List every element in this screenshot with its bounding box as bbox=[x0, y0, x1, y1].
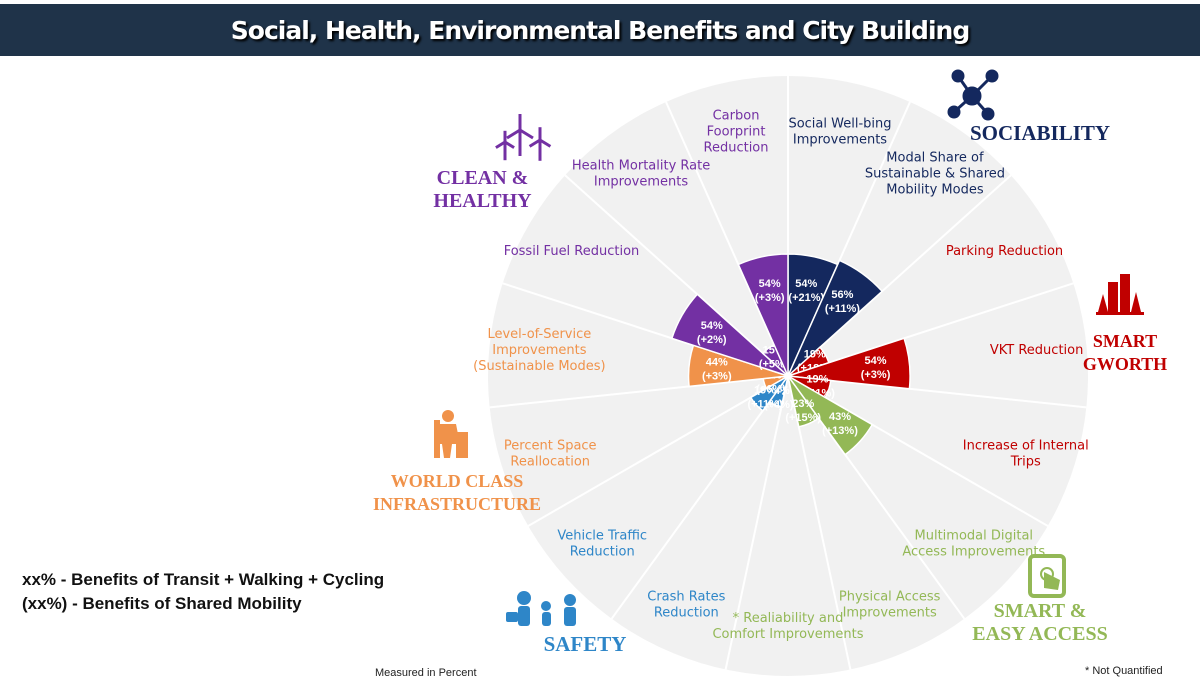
bar-safety bbox=[749, 375, 789, 412]
bar-sociability bbox=[787, 259, 884, 377]
family-pedestrians-icon bbox=[506, 591, 576, 626]
bar-value-label: 19% bbox=[806, 374, 828, 386]
segment-label: Vehicle Traffic Reduction bbox=[557, 528, 647, 559]
bar-shared-label: (+2%) bbox=[697, 334, 727, 346]
segment-label: Carbon Foorprint Reduction bbox=[704, 108, 769, 155]
bar-shared-label: (+11%) bbox=[747, 399, 782, 411]
bar-smart_easy_access bbox=[787, 375, 874, 456]
segment-label: Increase of Internal Trips bbox=[963, 438, 1089, 469]
measured-note: Measured in Percent bbox=[375, 667, 477, 679]
wind-turbines-icon bbox=[495, 114, 552, 161]
bar-shared-label: (+13%) bbox=[822, 425, 858, 437]
grid-spoke bbox=[527, 375, 789, 527]
not-quantified-note: * Not Quantified bbox=[1085, 665, 1163, 677]
category-label-clean-healthy: CLEAN & HEALTHY bbox=[433, 167, 532, 212]
category-label-sociability: SOCIABILITY bbox=[970, 121, 1111, 145]
network-icon bbox=[947, 69, 999, 121]
bar-value-label: 19% bbox=[754, 385, 776, 397]
bar-shared-label: (+11%) bbox=[825, 303, 860, 315]
bar-clean_healthy bbox=[737, 253, 789, 377]
category-label-world-class-infrastructure: WORLD CLASS INFRASTRUCTURE bbox=[372, 471, 542, 514]
category-label-smart-easy-access: SMART & EASY ACCESS bbox=[972, 600, 1108, 645]
segment-label: Social Well-bing Improvements bbox=[788, 116, 891, 147]
page-title: Social, Health, Environmental Benefits a… bbox=[230, 15, 970, 45]
bar-value-label: 54% bbox=[795, 278, 817, 290]
construction-worker-icon bbox=[434, 410, 468, 458]
bar-value-label: 19% bbox=[804, 349, 826, 361]
bar-clean_healthy bbox=[670, 293, 789, 377]
bar-value-label: 44% bbox=[706, 357, 728, 369]
bar-smart_growth bbox=[787, 337, 911, 390]
bar-value-label: 54% bbox=[701, 320, 723, 332]
title-bar: Social, Health, Environmental Benefits a… bbox=[0, 4, 1200, 56]
bar-value-label: 43% bbox=[829, 411, 851, 423]
bar-shared-label: (+4%) bbox=[764, 399, 794, 411]
category-label-safety: SAFETY bbox=[543, 632, 627, 656]
bar-shared-label: (+15%) bbox=[785, 412, 821, 424]
grid-spoke bbox=[724, 375, 789, 670]
bar-value-label: 54% bbox=[759, 278, 781, 290]
bar-shared-label: (+3%) bbox=[702, 371, 732, 383]
grid-spoke bbox=[610, 375, 789, 620]
bar-shared-label: (+21%) bbox=[788, 292, 824, 304]
category-label-smart-growth: SMART GWORTH bbox=[1082, 331, 1168, 374]
segment-label: Multimodal Digital Access Improvements bbox=[902, 528, 1045, 559]
bar-smart_easy_access bbox=[787, 375, 820, 428]
segment-label: Crash Rates Reduction bbox=[647, 589, 725, 620]
segment-label: Parking Reduction bbox=[946, 244, 1063, 259]
segment-label: * Realiability and Comfort Improvements bbox=[712, 611, 863, 642]
bar-value-label: 56% bbox=[831, 289, 853, 301]
segment-label: Fossil Fuel Reduction bbox=[504, 244, 640, 259]
segment-label: Level-of-Service Improvements (Sustainable… bbox=[473, 327, 605, 374]
legend-shared: (xx%) - Benefits of Shared Mobility bbox=[22, 594, 302, 613]
bar-shared-label: (+3%) bbox=[861, 369, 891, 381]
segment-label: VKT Reduction bbox=[990, 343, 1083, 358]
bar-shared-label: (+3%) bbox=[755, 292, 785, 304]
bar-value-label: 54% bbox=[865, 355, 887, 367]
bar-value-label: 23% bbox=[792, 398, 814, 410]
segment-label: Modal Share of Sustainable & Shared Mobili… bbox=[865, 151, 1005, 198]
city-buildings-icon bbox=[1096, 274, 1144, 315]
tablet-touch-icon bbox=[1028, 554, 1066, 598]
segment-label: Percent Space Reallocation bbox=[504, 438, 597, 469]
legend-transit: xx% - Benefits of Transit + Walking + Cy… bbox=[22, 570, 385, 589]
segment-label: Health Mortality Rate Improvements bbox=[572, 159, 710, 190]
segment-label: Physical Access Improvements bbox=[839, 589, 941, 620]
bar-shared-label: (+6%) bbox=[756, 384, 786, 396]
